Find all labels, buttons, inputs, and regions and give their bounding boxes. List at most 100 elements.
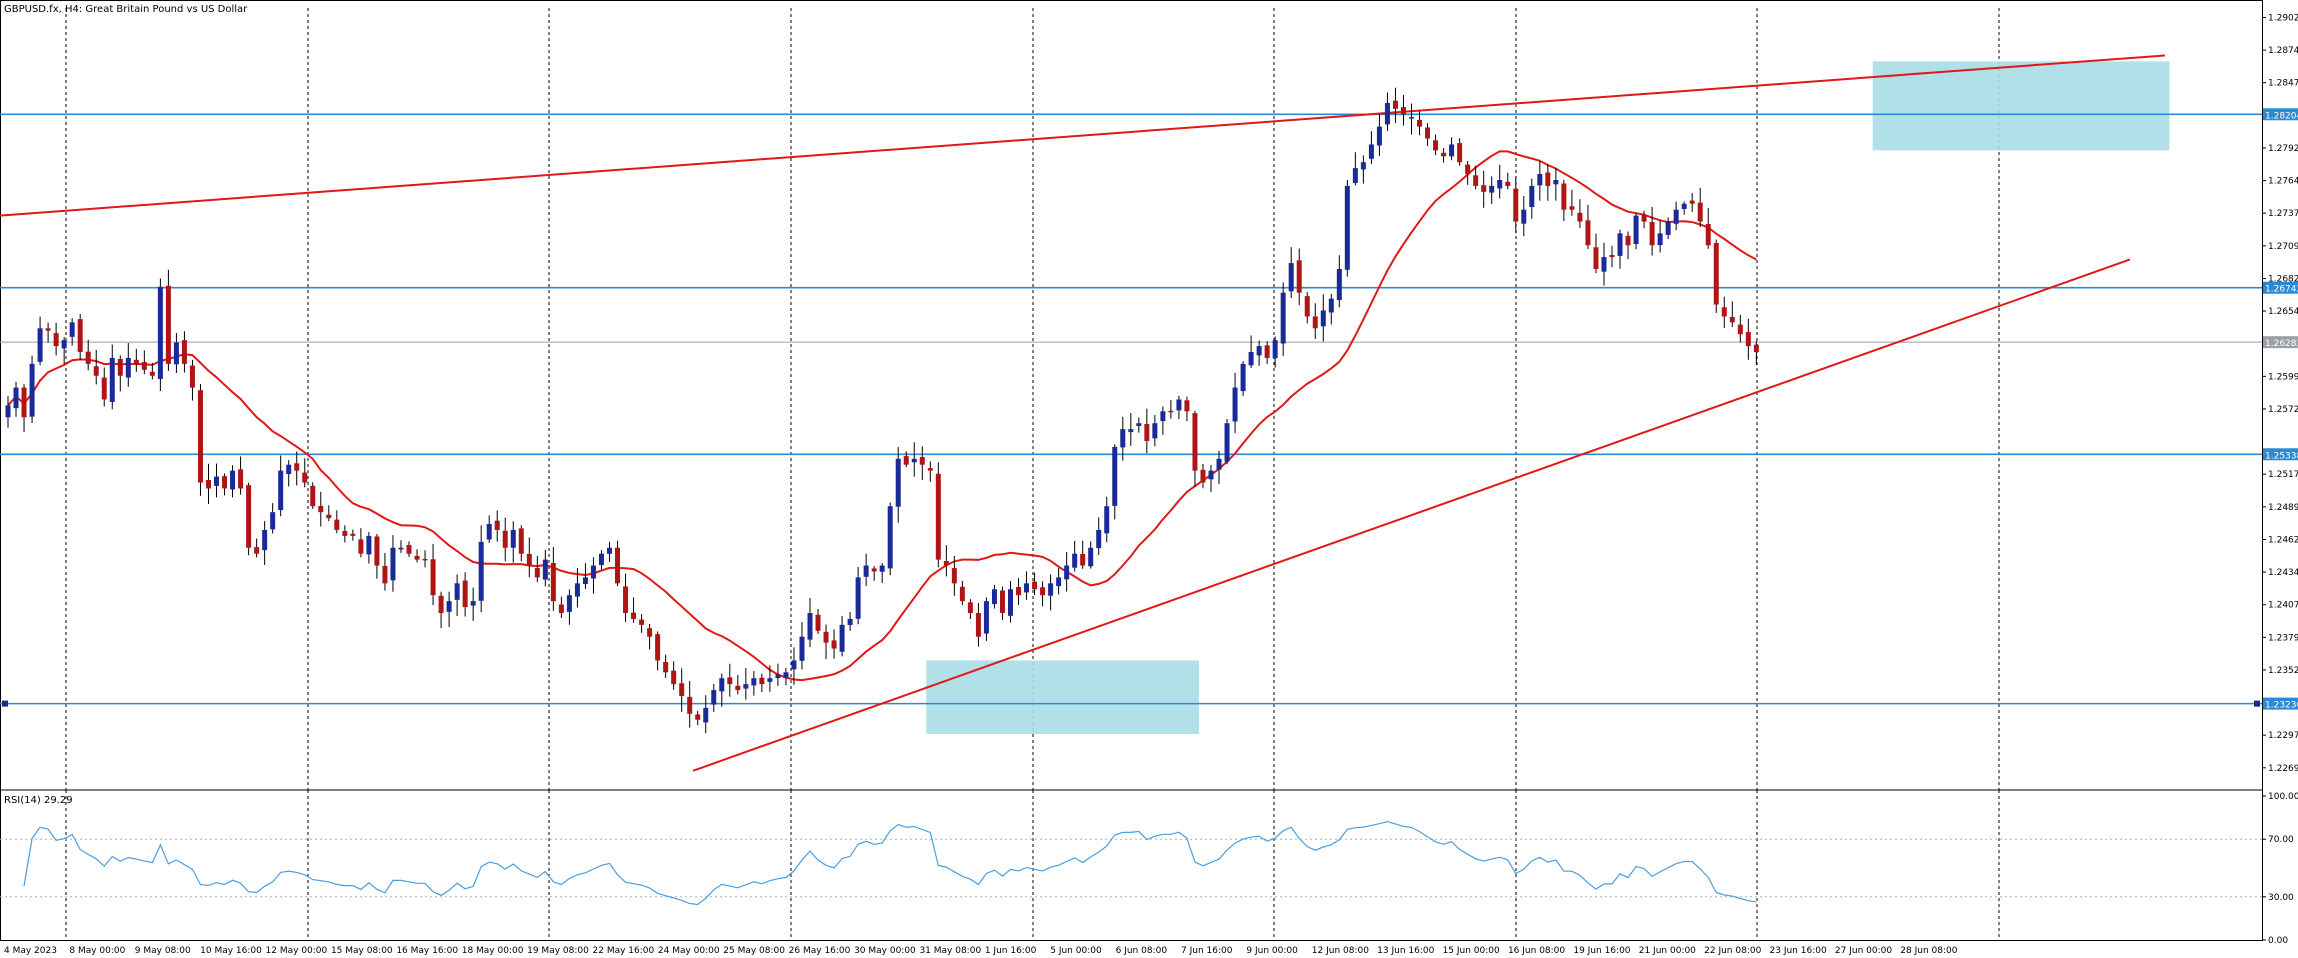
rsi-tick-label: 70.00 xyxy=(2268,835,2294,845)
price-level-label: 1.23236 xyxy=(2265,701,2298,711)
candle-bear xyxy=(1705,224,1711,246)
candle-bull xyxy=(1008,589,1013,616)
candle-bear xyxy=(663,662,669,673)
candle-bear xyxy=(414,555,420,560)
candle-bear xyxy=(639,619,645,625)
candle-bear xyxy=(334,519,340,530)
time-label: 19 Jun 16:00 xyxy=(1573,946,1630,956)
candle-bull xyxy=(574,583,580,597)
candle-bear xyxy=(1264,345,1270,358)
candle-bear xyxy=(534,568,540,578)
time-label: 9 Jun 00:00 xyxy=(1246,946,1298,956)
candle-bear xyxy=(1312,316,1318,329)
candle-bull xyxy=(1128,429,1134,433)
candle-bear xyxy=(374,536,380,566)
candle-bear xyxy=(871,568,877,572)
candle-bull xyxy=(887,506,893,569)
candle-bear xyxy=(1192,413,1198,471)
candle-bull xyxy=(1352,168,1358,183)
price-level-tag xyxy=(2263,448,2298,461)
chart-grid xyxy=(0,0,2263,941)
candle-bear xyxy=(181,340,187,364)
highlight-zone xyxy=(1872,61,2170,151)
candle-bear xyxy=(999,590,1005,613)
candle-bull xyxy=(1633,215,1639,245)
candle-bear xyxy=(53,333,59,347)
price-tick-label: 1.28745 xyxy=(2268,46,2298,56)
candle-bull xyxy=(157,286,163,379)
candle-bear xyxy=(238,469,244,489)
candle-bull xyxy=(446,601,452,612)
time-label: 6 Jun 08:00 xyxy=(1116,946,1168,956)
candle-bear xyxy=(1473,175,1479,186)
candle-bull xyxy=(478,541,484,601)
candle-bear xyxy=(197,390,203,483)
candle-bull xyxy=(1360,162,1366,170)
price-tick-label: 1.25170 xyxy=(2268,470,2298,480)
time-label: 26 May 16:00 xyxy=(789,946,851,956)
price-level-tag xyxy=(2263,281,2298,294)
candle-bull xyxy=(895,458,901,507)
moving-average xyxy=(7,150,1757,682)
candle-bull xyxy=(214,476,220,486)
time-label: 15 May 08:00 xyxy=(331,946,393,956)
candle-bull xyxy=(1024,583,1030,593)
candle-bull xyxy=(1529,185,1535,208)
candle-bear xyxy=(975,613,981,637)
candle-bear xyxy=(967,602,973,613)
candle-bull xyxy=(1136,423,1142,427)
rsi-line xyxy=(23,820,1757,906)
candle-bear xyxy=(1745,332,1751,347)
price-level-label: 1.25338 xyxy=(2265,451,2298,461)
candle-bear xyxy=(45,328,51,331)
candle-bull xyxy=(863,565,869,577)
candle-bull xyxy=(1681,203,1687,210)
time-label: 18 May 00:00 xyxy=(462,946,524,956)
time-axis: 4 May 2023 8 May 00:00 9 May 08:00 10 May 1… xyxy=(4,946,1958,956)
candle-bear xyxy=(655,634,661,661)
candle-bear xyxy=(430,559,436,596)
candle-bear xyxy=(117,359,123,376)
price-tick-label: 1.25995 xyxy=(2268,372,2298,382)
candle-bear xyxy=(1561,183,1567,210)
candle-bear xyxy=(1721,307,1727,317)
candle-bull xyxy=(270,512,276,530)
candle-bear xyxy=(623,586,629,613)
candle-bull xyxy=(29,363,35,417)
highlight-zone xyxy=(926,660,1199,734)
moving-average-line xyxy=(7,150,1757,682)
candle-bear xyxy=(1184,400,1190,412)
price-tick-label: 1.26820 xyxy=(2268,274,2298,284)
candle-bull xyxy=(390,547,396,581)
rsi-tick-label: 100.00 xyxy=(2268,792,2298,802)
price-tick-label: 1.24345 xyxy=(2268,568,2298,578)
candle-bear xyxy=(679,683,685,697)
candle-bear xyxy=(1080,554,1086,566)
time-label: 15 Jun 00:00 xyxy=(1443,946,1500,956)
candle-bear xyxy=(727,677,733,685)
time-label: 19 May 08:00 xyxy=(527,946,589,956)
candle-bull xyxy=(37,328,43,362)
candle-bull xyxy=(1104,506,1110,534)
time-label: 9 May 08:00 xyxy=(135,946,191,956)
candle-bear xyxy=(1457,143,1463,163)
rsi-tick-label: 0.00 xyxy=(2268,936,2288,946)
time-label: 30 May 00:00 xyxy=(854,946,916,956)
candle-bear xyxy=(1505,181,1511,186)
candle-bull xyxy=(486,524,492,540)
candle-bull xyxy=(1497,180,1503,189)
time-label: 1 Jun 16:00 xyxy=(985,946,1037,956)
current-price-label: 1.26283 xyxy=(2265,339,2298,349)
candle-bear xyxy=(1593,247,1599,269)
price-tick-label: 1.24620 xyxy=(2268,535,2298,545)
candle-bear xyxy=(93,366,99,376)
upper-trend-line xyxy=(0,54,2166,217)
candle-bear xyxy=(1513,188,1519,222)
price-tick-label: 1.25720 xyxy=(2268,405,2298,415)
candle-bear xyxy=(1481,185,1487,192)
candle-bull xyxy=(1160,411,1166,422)
price-tick-label: 1.27645 xyxy=(2268,177,2298,187)
candle-bear xyxy=(246,485,252,548)
candle-bear xyxy=(1433,140,1439,151)
